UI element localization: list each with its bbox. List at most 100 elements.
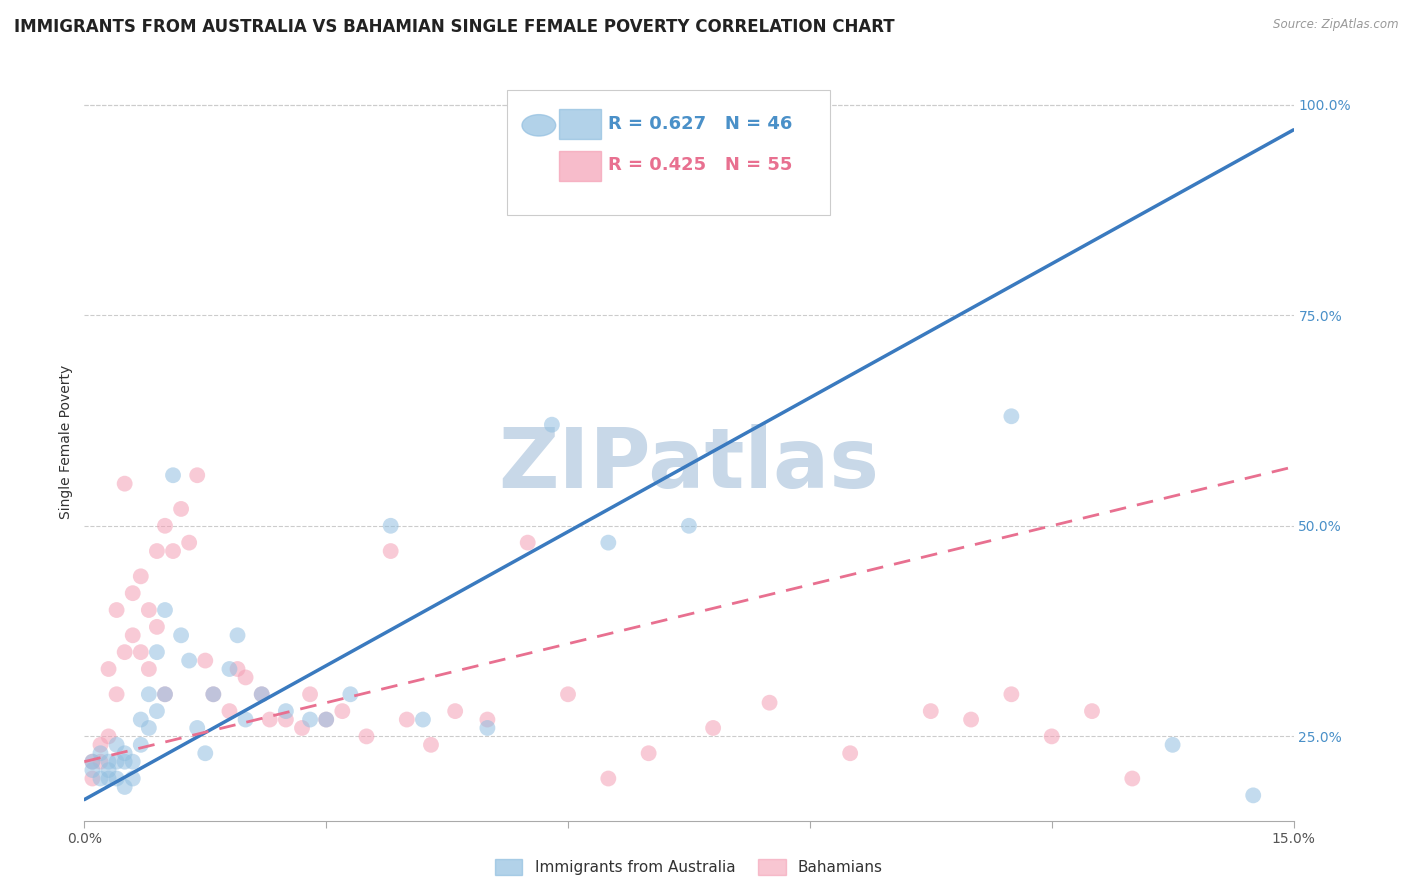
Point xyxy=(678,518,700,533)
Point xyxy=(146,620,169,634)
Point xyxy=(82,772,104,786)
Point xyxy=(380,544,402,558)
Point xyxy=(179,654,201,668)
Point xyxy=(114,755,136,769)
Point xyxy=(1161,738,1184,752)
Point xyxy=(1000,409,1022,424)
Point xyxy=(202,687,225,701)
Point xyxy=(138,662,160,676)
Point xyxy=(758,696,780,710)
Point xyxy=(226,662,249,676)
Point xyxy=(444,704,467,718)
Point xyxy=(89,746,111,760)
Point xyxy=(356,730,378,744)
Text: IMMIGRANTS FROM AUSTRALIA VS BAHAMIAN SINGLE FEMALE POVERTY CORRELATION CHART: IMMIGRANTS FROM AUSTRALIA VS BAHAMIAN SI… xyxy=(14,18,894,36)
Point xyxy=(702,721,724,735)
Point xyxy=(129,713,152,727)
Point xyxy=(105,755,128,769)
Point xyxy=(97,772,120,786)
Point xyxy=(138,687,160,701)
Point xyxy=(121,586,143,600)
Point xyxy=(598,535,620,549)
Point xyxy=(1040,730,1063,744)
Point xyxy=(235,670,257,684)
Point xyxy=(162,468,184,483)
Point xyxy=(97,662,120,676)
Point xyxy=(1000,687,1022,701)
Point xyxy=(121,772,143,786)
Point xyxy=(420,738,443,752)
Point xyxy=(1121,772,1143,786)
Point xyxy=(89,755,111,769)
Point xyxy=(153,603,176,617)
Point xyxy=(105,687,128,701)
Point xyxy=(235,713,257,727)
Point xyxy=(153,687,176,701)
Point xyxy=(637,746,659,760)
Point xyxy=(97,730,120,744)
Point xyxy=(105,738,128,752)
Point xyxy=(194,746,217,760)
Point xyxy=(259,713,281,727)
Point xyxy=(179,535,201,549)
Point xyxy=(97,755,120,769)
Point xyxy=(250,687,273,701)
Point xyxy=(395,713,418,727)
Point xyxy=(89,772,111,786)
Point xyxy=(339,687,361,701)
Point xyxy=(153,518,176,533)
Text: R = 0.627   N = 46: R = 0.627 N = 46 xyxy=(607,114,792,133)
Y-axis label: Single Female Poverty: Single Female Poverty xyxy=(59,365,73,518)
Point xyxy=(138,603,160,617)
Point xyxy=(114,780,136,794)
Point xyxy=(186,468,208,483)
Point xyxy=(129,569,152,583)
Point xyxy=(89,738,111,752)
Point xyxy=(153,687,176,701)
Point xyxy=(477,721,499,735)
Point xyxy=(218,704,240,718)
Point xyxy=(82,755,104,769)
Point xyxy=(146,704,169,718)
Point xyxy=(194,654,217,668)
Point xyxy=(170,502,193,516)
Point xyxy=(82,763,104,777)
Point xyxy=(412,713,434,727)
Point xyxy=(202,687,225,701)
Point xyxy=(960,713,983,727)
Point xyxy=(274,713,297,727)
Point xyxy=(330,704,353,718)
Point xyxy=(291,721,314,735)
Point xyxy=(97,763,120,777)
Point xyxy=(170,628,193,642)
Point xyxy=(121,755,143,769)
Point xyxy=(129,738,152,752)
Point xyxy=(121,628,143,642)
Point xyxy=(557,687,579,701)
Point xyxy=(138,721,160,735)
Text: ZIPatlas: ZIPatlas xyxy=(499,424,879,505)
Point xyxy=(129,645,152,659)
Point xyxy=(541,417,564,432)
Point xyxy=(114,476,136,491)
Point xyxy=(516,535,538,549)
Text: R = 0.425   N = 55: R = 0.425 N = 55 xyxy=(607,156,792,175)
Point xyxy=(839,746,862,760)
Text: Source: ZipAtlas.com: Source: ZipAtlas.com xyxy=(1274,18,1399,31)
Point xyxy=(226,628,249,642)
Point xyxy=(218,662,240,676)
Point xyxy=(114,645,136,659)
Point xyxy=(315,713,337,727)
Point xyxy=(162,544,184,558)
Point xyxy=(299,687,322,701)
Point xyxy=(186,721,208,735)
Point xyxy=(477,713,499,727)
Point xyxy=(105,772,128,786)
Point xyxy=(274,704,297,718)
Point xyxy=(920,704,942,718)
Point xyxy=(299,713,322,727)
Legend: Immigrants from Australia, Bahamians: Immigrants from Australia, Bahamians xyxy=(489,853,889,881)
Point xyxy=(146,645,169,659)
Point xyxy=(1241,789,1264,803)
Point xyxy=(105,603,128,617)
